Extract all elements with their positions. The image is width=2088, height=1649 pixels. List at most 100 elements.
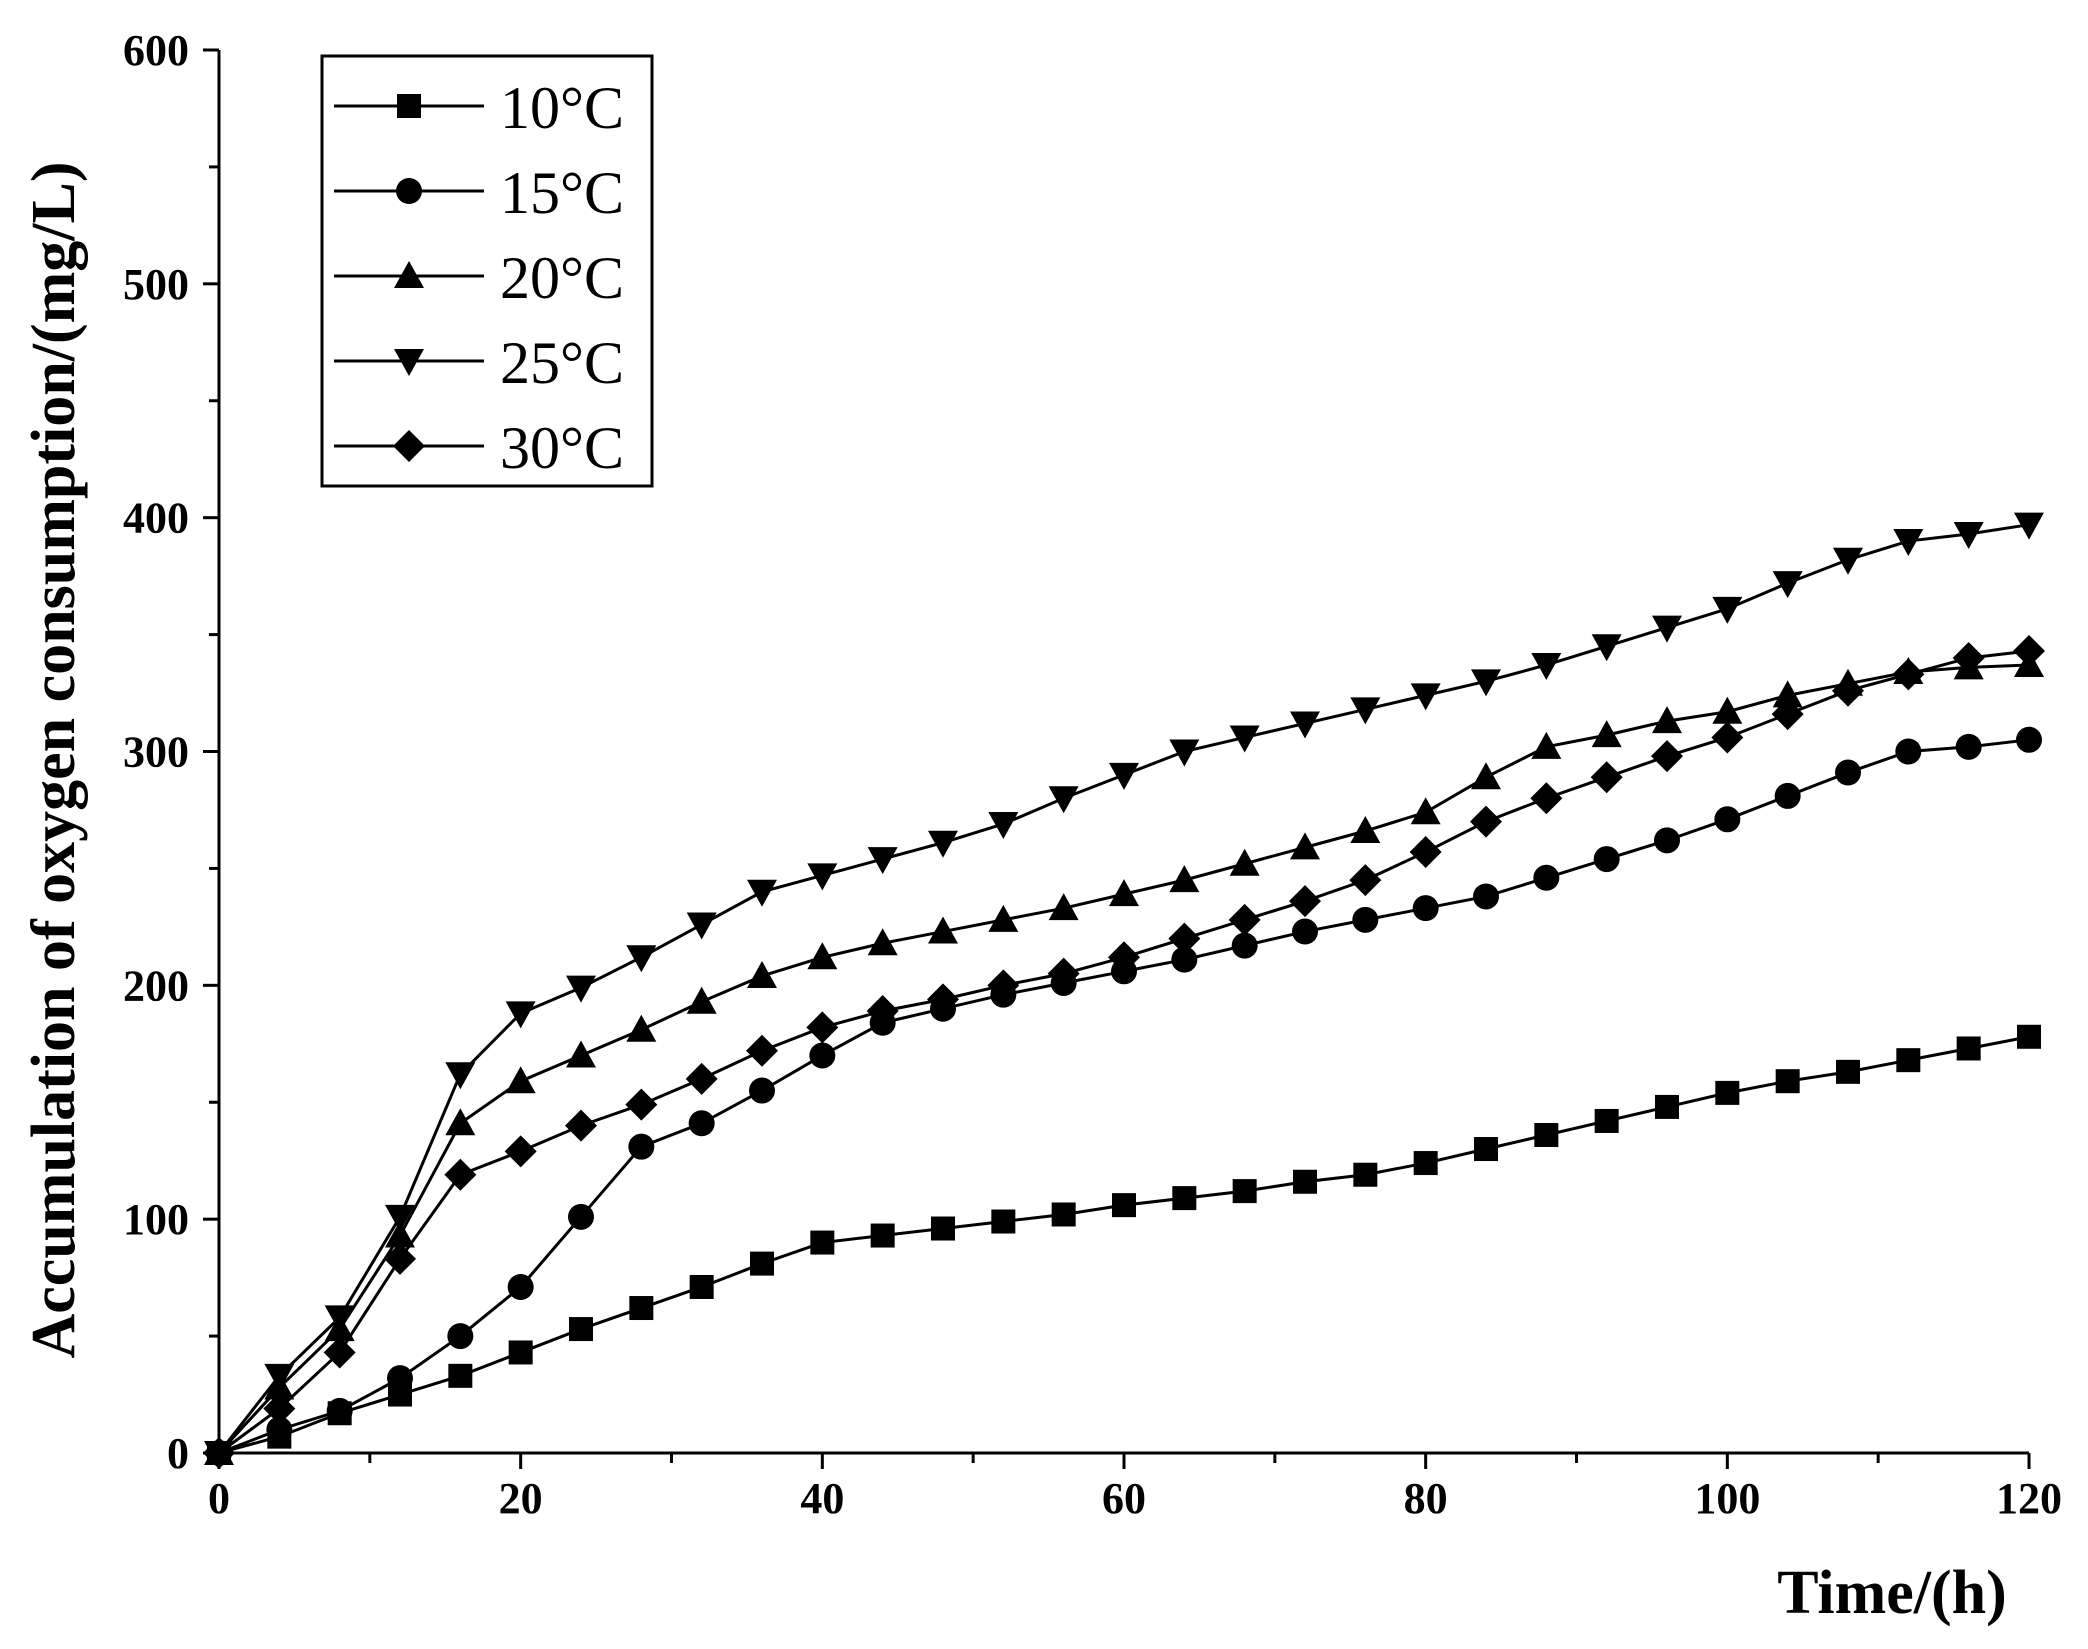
data-point (1352, 906, 1379, 933)
legend-box (320, 54, 654, 488)
data-point (991, 1209, 1016, 1234)
y-tick-label: 200 (123, 961, 189, 1010)
x-tick-label: 40 (800, 1474, 844, 1523)
legend-label: 30°C (500, 415, 624, 481)
data-point (1956, 1036, 1981, 1061)
legend-marker (393, 430, 425, 462)
series-line (218, 738, 2030, 1455)
data-point (505, 1066, 536, 1094)
data-point (810, 1230, 835, 1255)
data-point (1832, 674, 1864, 707)
data-point (688, 1110, 715, 1137)
data-point (1952, 641, 1985, 674)
data-point (1171, 946, 1198, 973)
x-tick-label: 100 (1694, 1474, 1760, 1523)
data-point (1169, 865, 1200, 893)
series-30C-group (203, 634, 2045, 1469)
data-point (1655, 1094, 1679, 1119)
data-point (1714, 806, 1741, 833)
data-point (326, 1397, 353, 1424)
data-point (2017, 1024, 2041, 1049)
x-axis-title: Time/(h) (1777, 1559, 2007, 1627)
series-10C-group (207, 1024, 2041, 1465)
data-point (866, 995, 899, 1028)
data-point (1290, 832, 1320, 860)
data-point (1771, 698, 1804, 731)
axes: 0 20 40 60 80 100 120 0 100 200 300 400 500 600 (123, 26, 2062, 1523)
legend-label: 15°C (500, 160, 624, 226)
data-point (566, 1040, 596, 1068)
data-point (1772, 571, 1803, 599)
data-point (448, 1363, 473, 1388)
data-point (504, 1135, 537, 1168)
data-point (747, 879, 777, 907)
data-point (867, 928, 898, 956)
data-point (931, 1216, 955, 1241)
data-point (628, 1133, 655, 1160)
data-point (264, 1363, 295, 1391)
x-tick-label: 0 (208, 1474, 230, 1523)
data-point (1530, 782, 1563, 815)
data-point (1112, 1193, 1136, 1218)
legend-marker (397, 94, 421, 118)
data-point (1412, 895, 1439, 922)
data-point (928, 916, 958, 944)
data-point (1471, 669, 1501, 697)
data-point (1836, 1059, 1860, 1084)
data-point (263, 1392, 296, 1425)
y-tick-label: 400 (123, 494, 189, 543)
data-point (1471, 762, 1501, 790)
data-point (1953, 522, 1984, 550)
data-point (1590, 761, 1623, 794)
data-point (626, 1014, 657, 1042)
data-point (444, 1158, 477, 1191)
data-point (1833, 547, 1863, 575)
data-point (1893, 529, 1924, 557)
data-point (685, 1062, 718, 1095)
data-point (1895, 738, 1922, 765)
series-25C-group (204, 512, 2044, 1468)
data-point (1293, 1169, 1317, 1194)
data-point (987, 969, 1020, 1002)
legend-marker (394, 261, 424, 288)
data-point (809, 1042, 836, 1069)
data-point (445, 1062, 476, 1090)
data-point (1289, 885, 1321, 918)
data-point (1474, 1137, 1498, 1162)
data-point (1652, 706, 1682, 734)
data-point (1172, 1186, 1197, 1211)
data-point (927, 983, 959, 1016)
data-point (1168, 922, 1201, 955)
data-point (324, 1305, 355, 1333)
data-point (1349, 864, 1382, 897)
data-point (1654, 827, 1680, 854)
data-point (807, 863, 838, 891)
data-point (1712, 696, 1743, 724)
legend-marker (396, 178, 422, 204)
data-point (1229, 725, 1260, 753)
x-tick-label: 60 (1102, 1474, 1146, 1523)
data-point (565, 1109, 597, 1142)
data-point (689, 1274, 714, 1299)
data-point (323, 1336, 356, 1369)
data-point (1531, 652, 1562, 680)
data-point (1593, 846, 1620, 873)
data-point (1409, 836, 1442, 869)
data-point (445, 1108, 476, 1136)
data-point (569, 1317, 593, 1342)
data-point (505, 1001, 536, 1029)
legend: 10°C 15°C 20°C 25°C 30°C (320, 54, 654, 488)
data-point (1353, 1162, 1378, 1187)
y-tick-label: 500 (123, 260, 189, 309)
data-point (1594, 1108, 1619, 1133)
data-point (566, 975, 596, 1003)
legend-label: 10°C (500, 75, 624, 141)
data-point (1715, 1080, 1740, 1105)
y-axis-title: Accumulation of oxygen consumption/(mg/L… (20, 162, 88, 1359)
data-point (1892, 658, 1925, 691)
data-point (2014, 512, 2044, 540)
data-point (1712, 596, 1743, 624)
data-point (1835, 759, 1861, 786)
series-line (218, 1035, 2030, 1455)
data-point (988, 811, 1019, 839)
